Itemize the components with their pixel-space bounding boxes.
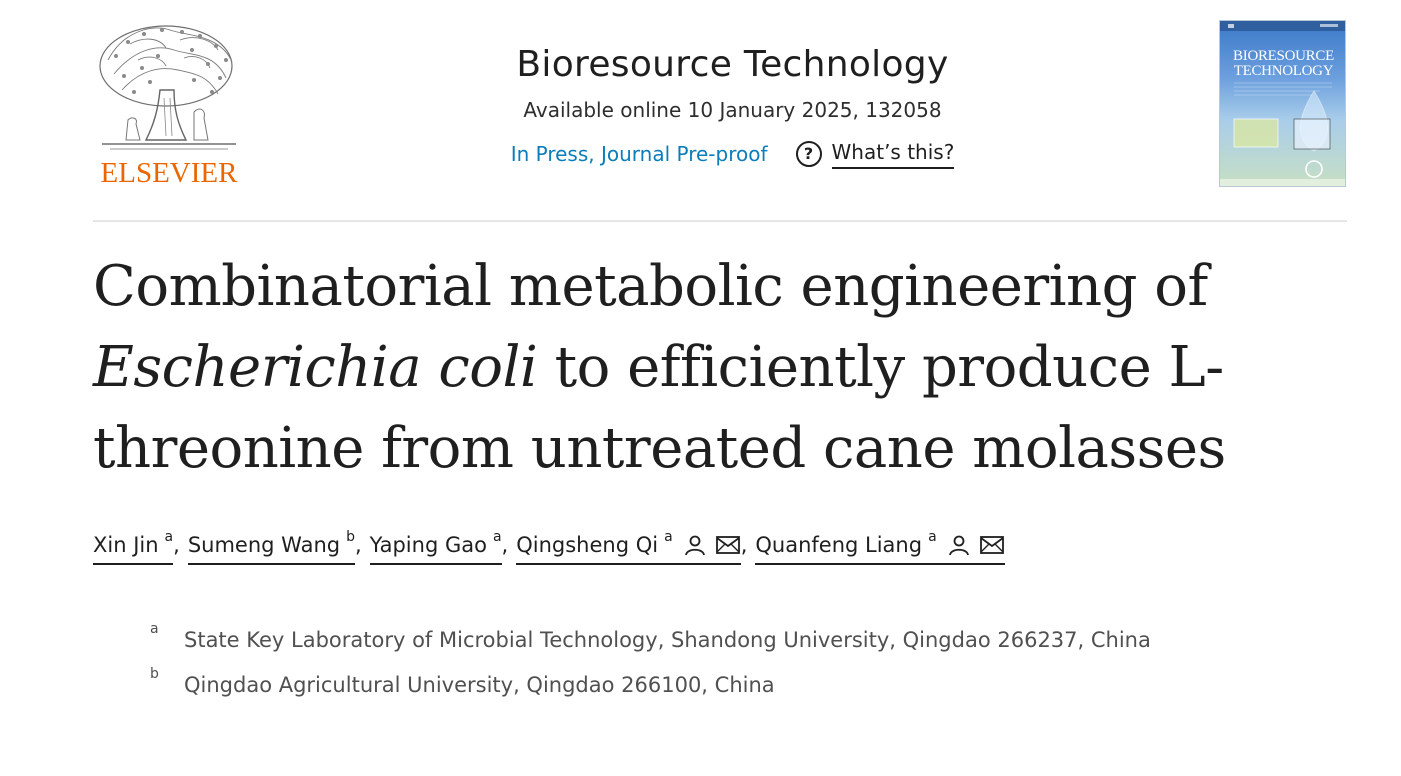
author-link[interactable]: Sumeng Wang b — [187, 529, 355, 565]
journal-cover-image[interactable]: BIORESOURCE TECHNOLOGY — [1219, 20, 1346, 187]
journal-title-link[interactable]: Bioresource Technology — [516, 44, 949, 85]
question-circle-icon: ? — [795, 140, 822, 167]
affiliation-list: a State Key Laboratory of Microbial Tech… — [150, 618, 1300, 708]
affiliation-text: Qingdao Agricultural University, Qingdao… — [184, 673, 775, 697]
whats-this-label: What’s this? — [831, 138, 955, 169]
author-affiliation-marker: a — [928, 529, 937, 545]
affiliation-item: b Qingdao Agricultural University, Qingd… — [150, 663, 1300, 708]
publisher-wordmark: ELSEVIER — [100, 157, 238, 189]
envelope-icon — [715, 536, 740, 554]
affiliation-text: State Key Laboratory of Microbial Techno… — [184, 628, 1151, 652]
journal-header: Bioresource Technology Available online … — [400, 40, 1065, 169]
author-link[interactable]: Quanfeng Liang a — [755, 529, 1005, 565]
author-name: Quanfeng Liang — [755, 533, 923, 557]
journal-issue: Available online 10 January 2025, 132058 — [523, 98, 942, 122]
article-title-part2: to efficiently produce L- — [537, 335, 1225, 400]
person-icon — [684, 535, 705, 556]
author-link[interactable]: Xin Jin a — [93, 529, 174, 565]
publisher-logo[interactable]: ELSEVIER — [94, 20, 244, 190]
cover-title: BIORESOURCE TECHNOLOGY — [1220, 48, 1345, 79]
author-separator: , — [740, 533, 748, 557]
article-title-part1: Combinatorial metabolic engineering of — [93, 254, 1208, 319]
tree-logo-icon — [99, 25, 236, 150]
article-title-organism: Escherichia coli — [93, 335, 538, 400]
article-title: Combinatorial metabolic engineering of Es… — [93, 246, 1293, 489]
status-row: In Press, Journal Pre-proof ? What’s thi… — [400, 138, 1065, 169]
in-press-link[interactable]: In Press, Journal Pre-proof — [510, 141, 768, 166]
author-separator: , — [501, 533, 509, 557]
cover-title-line2: TECHNOLOGY — [1233, 63, 1334, 79]
person-icon — [948, 535, 969, 556]
author-name: Qingsheng Qi — [516, 533, 659, 557]
author-name: Yaping Gao — [369, 533, 487, 557]
author-separator: , — [173, 533, 180, 557]
author-affiliation-marker: a — [492, 529, 502, 545]
author-name: Xin Jin — [93, 533, 159, 557]
cover-title-line1: BIORESOURCE — [1233, 48, 1334, 64]
whats-this-button[interactable]: ? What’s this? — [795, 138, 955, 169]
affiliation-item: a State Key Laboratory of Microbial Tech… — [150, 618, 1300, 663]
header-divider — [93, 220, 1347, 222]
article-title-part3: threonine from untreated cane molasses — [93, 416, 1226, 481]
author-separator: , — [354, 533, 362, 557]
affiliation-label: a — [150, 621, 159, 637]
author-name: Sumeng Wang — [187, 533, 341, 557]
affiliation-label: b — [150, 666, 159, 682]
author-list: Xin Jin a , Sumeng Wang b , Yaping Gao a… — [93, 530, 1343, 565]
author-link[interactable]: Yaping Gao a — [369, 529, 502, 565]
cover-art — [1220, 21, 1345, 186]
author-affiliation-marker: a — [664, 529, 673, 545]
author-link[interactable]: Qingsheng Qi a — [516, 529, 741, 565]
envelope-icon — [979, 536, 1004, 554]
author-affiliation-marker: b — [346, 529, 355, 545]
author-affiliation-marker: a — [164, 529, 174, 545]
